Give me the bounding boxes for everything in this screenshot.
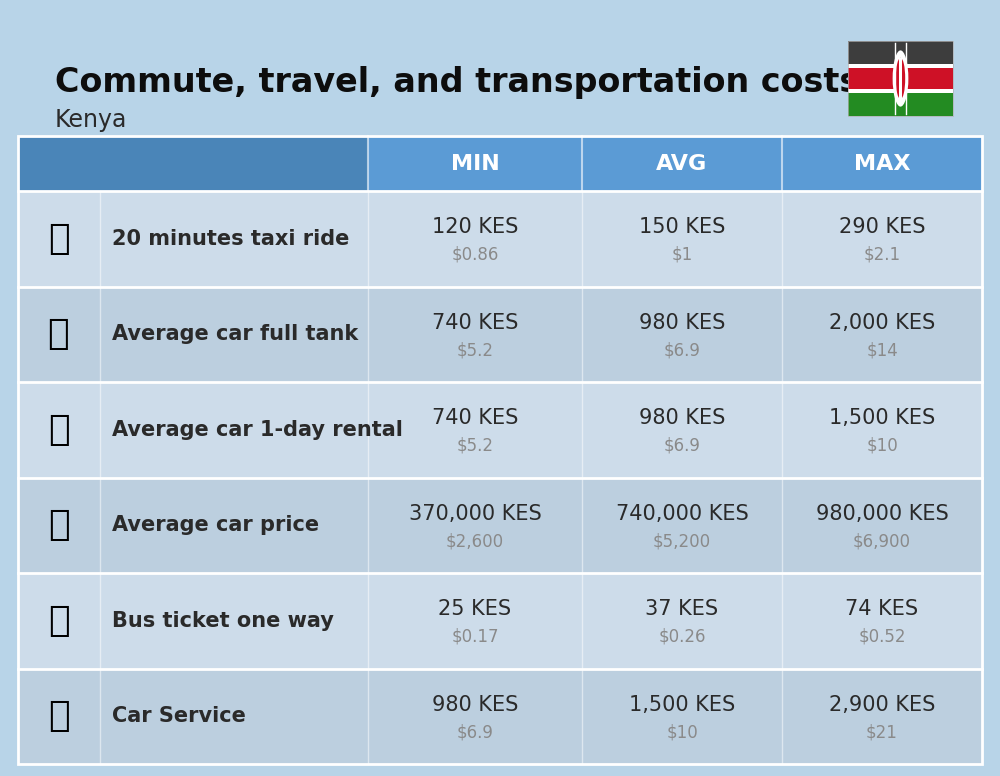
Bar	[18, 136, 368, 191]
Bar	[18, 191, 982, 286]
Text: 980 KES: 980 KES	[432, 695, 518, 715]
Text: 740 KES: 740 KES	[432, 313, 518, 333]
Text: 980 KES: 980 KES	[639, 408, 725, 428]
Text: 74 KES: 74 KES	[845, 599, 919, 619]
Text: 25 KES: 25 KES	[438, 599, 512, 619]
Text: MIN: MIN	[451, 154, 499, 174]
Text: 740 KES: 740 KES	[432, 408, 518, 428]
Text: 980,000 KES: 980,000 KES	[816, 504, 948, 524]
Bar	[848, 64, 953, 68]
Text: Average car full tank: Average car full tank	[112, 324, 358, 345]
Text: $14: $14	[866, 341, 898, 359]
Bar	[848, 89, 953, 93]
Bar	[848, 41, 953, 116]
Text: 1,500 KES: 1,500 KES	[829, 408, 935, 428]
Text: $1: $1	[671, 246, 693, 264]
Bar	[848, 91, 953, 116]
Text: $0.26: $0.26	[658, 628, 706, 646]
Text: 740,000 KES: 740,000 KES	[616, 504, 748, 524]
Text: MAX: MAX	[854, 154, 910, 174]
Text: 🚙: 🚙	[48, 413, 70, 447]
Bar	[18, 136, 982, 191]
Text: 🚌: 🚌	[48, 604, 70, 638]
Text: Commute, travel, and transportation costs: Commute, travel, and transportation cost…	[55, 66, 859, 99]
Text: $5.2: $5.2	[456, 437, 494, 455]
Bar	[18, 286, 982, 382]
Text: $0.86: $0.86	[451, 246, 499, 264]
Text: $6.9: $6.9	[457, 723, 493, 742]
Bar	[18, 136, 982, 764]
Text: $10: $10	[866, 437, 898, 455]
Text: 37 KES: 37 KES	[645, 599, 719, 619]
Text: $6.9: $6.9	[664, 437, 700, 455]
Text: 370,000 KES: 370,000 KES	[409, 504, 541, 524]
Text: $5.2: $5.2	[456, 341, 494, 359]
Text: $2,600: $2,600	[446, 532, 504, 550]
Text: $10: $10	[666, 723, 698, 742]
Text: 20 minutes taxi ride: 20 minutes taxi ride	[112, 229, 349, 249]
Text: 🔧: 🔧	[48, 699, 70, 733]
Bar	[18, 477, 982, 573]
Text: Average car 1-day rental: Average car 1-day rental	[112, 420, 403, 440]
Text: Average car price: Average car price	[112, 515, 319, 535]
Text: Bus ticket one way: Bus ticket one way	[112, 611, 334, 631]
Text: $0.17: $0.17	[451, 628, 499, 646]
Bar	[18, 573, 982, 668]
Bar	[18, 668, 982, 764]
Text: 1,500 KES: 1,500 KES	[629, 695, 735, 715]
Text: $6.9: $6.9	[664, 341, 700, 359]
Text: 150 KES: 150 KES	[639, 217, 725, 237]
Ellipse shape	[893, 50, 908, 106]
Bar	[848, 66, 953, 91]
Text: ⛽️: ⛽️	[48, 317, 70, 352]
Text: $6,900: $6,900	[853, 532, 911, 550]
Text: 980 KES: 980 KES	[639, 313, 725, 333]
Text: AVG: AVG	[656, 154, 708, 174]
Text: 🚗: 🚗	[48, 508, 70, 542]
Text: 2,000 KES: 2,000 KES	[829, 313, 935, 333]
Bar	[848, 41, 953, 66]
Text: 2,900 KES: 2,900 KES	[829, 695, 935, 715]
Bar	[899, 57, 902, 99]
Ellipse shape	[896, 58, 905, 99]
Text: 290 KES: 290 KES	[839, 217, 925, 237]
Text: $2.1: $2.1	[863, 246, 901, 264]
Bar	[18, 382, 982, 477]
Text: Car Service: Car Service	[112, 706, 246, 726]
Text: $5,200: $5,200	[653, 532, 711, 550]
Text: Kenya: Kenya	[55, 108, 127, 132]
Text: $0.52: $0.52	[858, 628, 906, 646]
Text: 🚕: 🚕	[48, 222, 70, 256]
Text: $21: $21	[866, 723, 898, 742]
Text: 120 KES: 120 KES	[432, 217, 518, 237]
